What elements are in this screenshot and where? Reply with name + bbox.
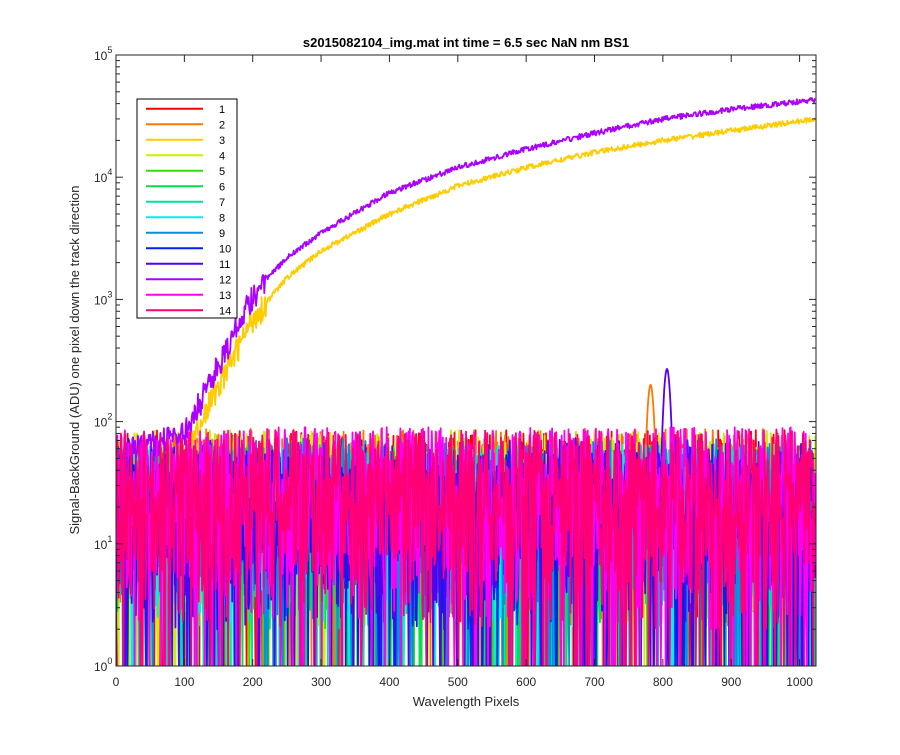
legend-label-7: 7	[219, 197, 225, 209]
legend-label-10: 10	[219, 243, 231, 255]
legend-label-9: 9	[219, 228, 225, 240]
legend-label-1: 1	[219, 104, 225, 116]
x-tick-label: 600	[516, 675, 536, 689]
x-axis-ticks: 0 100 200 300 400 500 600 700 800 900 1000	[113, 55, 813, 689]
legend-label-6: 6	[219, 181, 225, 193]
legend-label-14: 14	[219, 305, 231, 317]
x-tick-label: 1000	[786, 675, 813, 689]
x-tick-label: 900	[721, 675, 741, 689]
series-layer	[116, 97, 816, 666]
x-tick-label: 700	[585, 675, 605, 689]
x-tick-label: 300	[311, 675, 331, 689]
legend-label-2: 2	[219, 119, 225, 131]
series-line-3	[116, 116, 816, 485]
legend-label-13: 13	[219, 290, 231, 302]
y-tick-label: 101	[94, 534, 112, 552]
x-tick-label: 0	[113, 675, 120, 689]
y-tick-label: 105	[94, 45, 112, 63]
series-line-14	[116, 429, 816, 666]
y-axis-label: Signal-BackGround (ADU) one pixel down t…	[67, 185, 82, 534]
y-tick-label: 103	[94, 289, 112, 307]
series-line-12	[116, 97, 816, 468]
y-tick-label: 100	[94, 656, 112, 674]
legend-label-4: 4	[219, 150, 225, 162]
x-tick-label: 400	[379, 675, 399, 689]
x-axis-label: Wavelength Pixels	[413, 694, 520, 709]
x-tick-label: 500	[448, 675, 468, 689]
legend-label-12: 12	[219, 274, 231, 286]
legend-label-11: 11	[219, 259, 230, 271]
legend-label-8: 8	[219, 212, 225, 224]
legend-box	[136, 98, 238, 319]
legend-label-3: 3	[219, 135, 225, 147]
y-tick-label: 104	[94, 167, 112, 185]
chart-title: s2015082104_img.mat int time = 6.5 sec N…	[303, 35, 629, 50]
plot-frame	[115, 54, 817, 667]
legend-label-5: 5	[219, 166, 225, 178]
x-tick-label: 100	[174, 675, 194, 689]
y-tick-label: 102	[94, 412, 112, 430]
x-tick-label: 200	[243, 675, 263, 689]
x-tick-label: 800	[653, 675, 673, 689]
